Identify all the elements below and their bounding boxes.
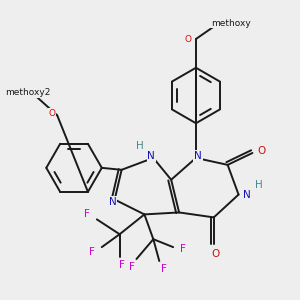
Text: O: O [49, 109, 56, 118]
Text: F: F [84, 209, 90, 219]
Text: O: O [257, 146, 266, 156]
Text: methoxy2: methoxy2 [5, 88, 50, 97]
Text: F: F [129, 262, 134, 272]
Text: H: H [254, 180, 262, 190]
Text: H: H [136, 141, 143, 151]
Text: F: F [180, 244, 186, 254]
Text: F: F [161, 264, 167, 274]
Text: O: O [212, 249, 220, 259]
Text: N: N [194, 151, 202, 161]
Text: O: O [184, 34, 191, 43]
Text: methoxy: methoxy [211, 19, 250, 28]
Text: N: N [148, 151, 155, 161]
Text: N: N [243, 190, 250, 200]
Text: N: N [109, 196, 117, 206]
Text: F: F [119, 260, 124, 270]
Text: F: F [89, 247, 95, 257]
